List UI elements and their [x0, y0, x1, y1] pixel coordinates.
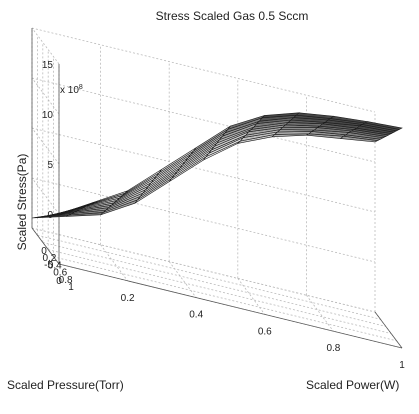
y-tick-label: 0.4 [48, 260, 62, 271]
y-tick-label: 1 [68, 282, 74, 293]
grid-line-y [53, 256, 397, 342]
y-tick-label: 0.2 [42, 253, 56, 264]
chart-title: Stress Scaled Gas 0.5 Sccm [156, 9, 309, 23]
y-tick-label: 0.8 [59, 275, 73, 286]
surface-patch [364, 121, 403, 130]
grid-line-z [31, 77, 376, 163]
grid-line-y [42, 242, 386, 327]
grid-line-y [48, 249, 392, 334]
x-tick-label: 0.2 [121, 293, 135, 304]
axis-line [58, 263, 403, 349]
grid-line-x [237, 278, 266, 315]
axis-line [374, 311, 403, 349]
z-multiplier-exponent: 8 [79, 84, 83, 91]
grid-line-z [31, 127, 60, 165]
grid-line-z [31, 27, 376, 113]
surface-plot [31, 112, 403, 219]
z-tick-label: -5 [44, 260, 53, 271]
grid-line-z [31, 27, 60, 65]
grid-line-x [100, 244, 128, 282]
x-tick-label: 1 [399, 360, 405, 371]
grid-line-z [31, 127, 376, 213]
grid-line-x [306, 294, 334, 332]
grid-line-y [37, 234, 381, 320]
grid-line-z [31, 177, 376, 263]
z-tick-label: 5 [47, 160, 53, 171]
z-tick-label: 15 [42, 60, 54, 71]
z-tick-label: 0 [47, 210, 53, 221]
z-multiplier: x 108 [60, 84, 83, 96]
grid-line-z [31, 77, 60, 115]
y-tick-label: 0 [41, 246, 47, 257]
y-tick-label: 0.6 [53, 268, 67, 279]
grid-line-z [31, 177, 60, 215]
axis-line [31, 227, 60, 265]
x-axis-label: Scaled Power(W) [306, 378, 399, 392]
grid-line-x [168, 261, 197, 298]
grid-line-y [31, 227, 376, 313]
y-axis-label: Scaled Pressure(Torr) [7, 378, 124, 392]
z-tick-label: 10 [42, 110, 54, 121]
x-tick-label: 0 [56, 276, 62, 287]
x-tick-label: 0.6 [258, 326, 272, 337]
z-axis-label: Scaled Stress(Pa) [15, 154, 29, 251]
x-tick-label: 0.8 [326, 343, 340, 354]
x-tick-label: 0.4 [189, 310, 203, 321]
axes-grid [31, 27, 403, 349]
